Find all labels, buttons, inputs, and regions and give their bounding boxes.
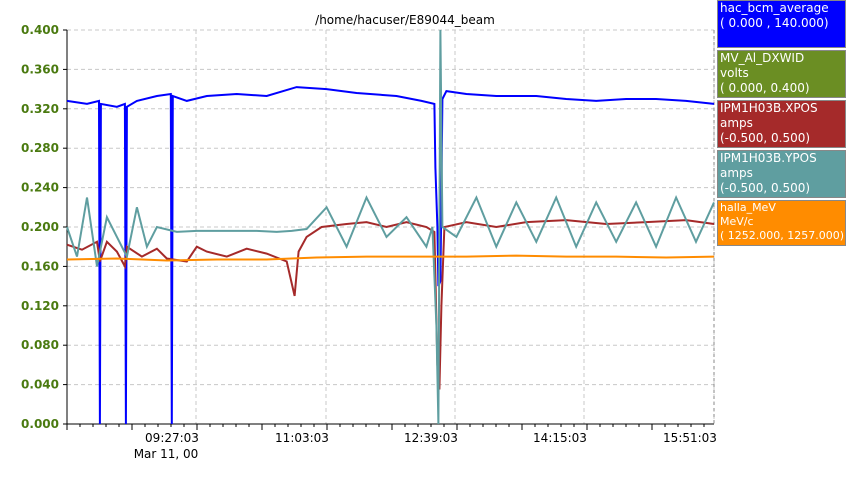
y-tick-label: 0.360	[21, 62, 59, 76]
legend-unit: amps	[720, 116, 753, 130]
legend-range: (-0.500, 0.500)	[720, 131, 811, 145]
legend-name: IPM1H03B.YPOS	[720, 151, 817, 165]
series-lines	[66, 29, 715, 425]
legend-item-mv-al-dxwid[interactable]: MV_Al_DXWID volts ( 0.000, 0.400)	[717, 50, 846, 98]
legend-unit: volts	[720, 66, 749, 80]
chart-title: /home/hacuser/E89044_beam	[315, 13, 495, 27]
y-tick-label: 0.280	[21, 141, 59, 155]
axes: 0.000 0.040 0.080 0.120 0.160 0.200 0.240 0.280…	[21, 23, 717, 445]
y-tick-label: 0.080	[21, 338, 59, 352]
series-line-ipm1h03b-xpos	[66, 219, 715, 390]
x-tick-label: 11:03:03	[275, 431, 329, 445]
x-tick-label: 14:15:03	[533, 431, 587, 445]
legend-range: (-0.500, 0.500)	[720, 181, 811, 195]
x-tick-label: 15:51:03	[663, 431, 717, 445]
legend-item-ipm1h03b-xpos[interactable]: IPM1H03B.XPOS amps (-0.500, 0.500)	[717, 100, 846, 148]
y-tick-label: 0.000	[21, 417, 59, 431]
legend-name: IPM1H03B.XPOS	[720, 101, 818, 115]
x-tick-label: 09:27:03	[145, 431, 199, 445]
y-tick-label: 0.240	[21, 181, 59, 195]
legend-name: MV_Al_DXWID	[720, 51, 805, 65]
legend-name: halla_MeV	[720, 201, 776, 214]
y-tick-label: 0.200	[21, 220, 59, 234]
x-tick-label: 12:39:03	[404, 431, 458, 445]
legend-range: ( 0.000 , 140.000)	[720, 16, 829, 30]
legend-item-halla-mev[interactable]: halla_MeV MeV/c ( 1252.000, 1257.000)	[717, 200, 846, 246]
legend: hac_bcm_average ( 0.000 , 140.000) MV_Al…	[717, 0, 846, 248]
legend-unit: amps	[720, 166, 753, 180]
legend-name: hac_bcm_average	[720, 1, 829, 15]
series-line-hac-bcm-average	[66, 86, 715, 425]
series-line-ipm1h03b-ypos	[66, 29, 715, 425]
y-tick-label: 0.120	[21, 299, 59, 313]
legend-unit: MeV/c	[720, 215, 754, 228]
x-date-label: Mar 11, 00	[134, 447, 199, 461]
legend-range: ( 1252.000, 1257.000)	[720, 229, 845, 242]
y-tick-label: 0.320	[21, 102, 59, 116]
y-tick-label: 0.160	[21, 259, 59, 273]
legend-item-hac-bcm-average[interactable]: hac_bcm_average ( 0.000 , 140.000)	[717, 0, 846, 48]
y-tick-label: 0.040	[21, 378, 59, 392]
series-line-halla-mev	[66, 254, 715, 262]
legend-range: ( 0.000, 0.400)	[720, 81, 810, 95]
legend-item-ipm1h03b-ypos[interactable]: IPM1H03B.YPOS amps (-0.500, 0.500)	[717, 150, 846, 198]
y-tick-label: 0.400	[21, 23, 59, 37]
